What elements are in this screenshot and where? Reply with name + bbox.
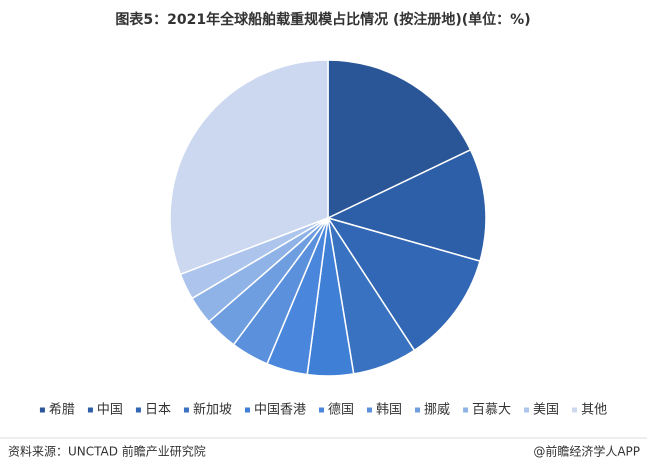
pie-slice (326, 216, 481, 352)
legend-marker (87, 407, 93, 413)
legend-label: 中国香港 (254, 403, 306, 418)
legend-marker (135, 407, 141, 413)
legend-label: 希腊 (49, 403, 75, 418)
legend-label: 其他 (581, 403, 607, 418)
legend-label: 挪威 (424, 403, 450, 418)
legend-label: 百慕大 (472, 403, 511, 418)
legend-label: 韩国 (376, 403, 402, 418)
legend-marker (463, 407, 469, 413)
legend-marker (39, 407, 45, 413)
legend-label: 新加坡 (193, 402, 232, 418)
legend-marker (572, 407, 578, 413)
legend-label: 美国 (533, 403, 559, 418)
legend-label: 日本 (145, 403, 171, 418)
legend-marker (524, 407, 530, 413)
legend-marker (183, 407, 189, 413)
legend-label: 德国 (328, 403, 354, 418)
pie-slice (169, 59, 329, 276)
legend-marker (318, 407, 324, 413)
legend-label: 中国 (97, 403, 123, 418)
source: 资料来源：UNCTAD 前瞻产业研究院 (8, 444, 206, 459)
chart-title: 图表5：2021年全球船舶载重规模占比情况 (按注册地)(单位：%) (115, 11, 530, 28)
credit: @前瞻经济学人APP (533, 444, 640, 459)
pie-slice (325, 148, 487, 263)
legend-marker (415, 407, 421, 413)
legend-marker (244, 407, 250, 413)
pie-slice (327, 59, 472, 220)
legend-marker (367, 407, 373, 413)
